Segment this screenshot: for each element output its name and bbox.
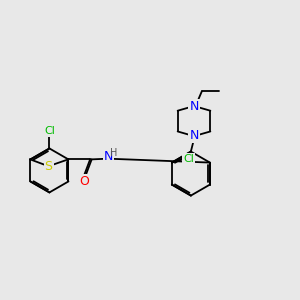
Text: N: N: [103, 150, 113, 164]
Text: S: S: [45, 160, 52, 173]
Text: N: N: [189, 129, 199, 142]
Text: Cl: Cl: [183, 154, 194, 164]
Text: O: O: [80, 175, 89, 188]
Text: H: H: [110, 148, 117, 158]
Text: N: N: [189, 100, 199, 113]
Text: Cl: Cl: [44, 126, 55, 136]
